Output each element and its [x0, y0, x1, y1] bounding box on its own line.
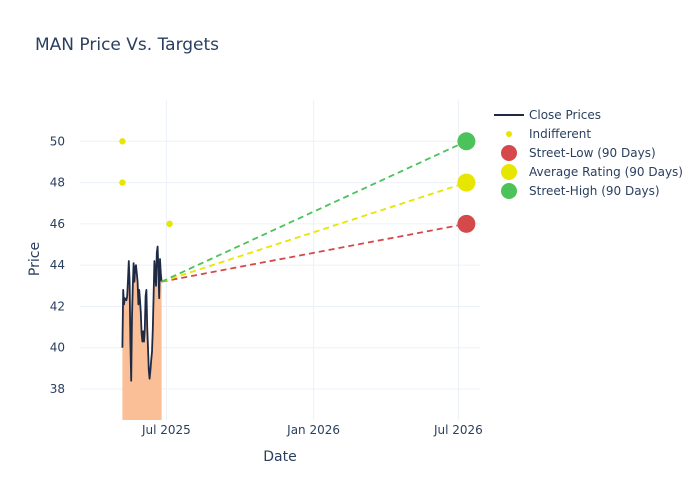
x-axis-label: Date	[263, 449, 296, 465]
legend-dot-swatch	[506, 131, 512, 137]
target-projection-line	[161, 222, 467, 283]
target-point	[457, 214, 476, 233]
legend-label: Average Rating (90 Days)	[529, 165, 683, 179]
legend-item[interactable]: Street-Low (90 Days)	[501, 145, 656, 161]
target-projection-line	[161, 140, 467, 283]
close-price-area	[122, 246, 162, 420]
x-tick-label: Jan 2026	[286, 423, 340, 437]
legend-circle-swatch	[501, 183, 517, 199]
series-markers	[119, 132, 476, 233]
legend-circle-swatch	[501, 164, 517, 180]
legend-circle-swatch	[501, 145, 517, 161]
y-axis-ticks: 38 40 42 44 46 48 50	[50, 134, 65, 396]
legend-label: Street-Low (90 Days)	[529, 146, 656, 160]
y-tick-label: 46	[50, 217, 65, 231]
y-axis-label: Price	[27, 242, 43, 276]
legend-item[interactable]: Average Rating (90 Days)	[501, 164, 683, 180]
y-tick-label: 42	[50, 299, 65, 313]
legend-label: Indifferent	[529, 127, 591, 141]
target-point	[457, 132, 476, 151]
y-tick-label: 38	[50, 382, 65, 396]
legend[interactable]: Close Prices Indifferent Street-Low (90 Da…	[494, 108, 683, 199]
legend-label: Street-High (90 Days)	[529, 184, 660, 198]
indifferent-rating-point	[119, 179, 126, 186]
legend-item[interactable]: Street-High (90 Days)	[501, 183, 660, 199]
series-lines	[121, 140, 467, 382]
target-projection-line	[161, 181, 467, 283]
y-tick-label: 48	[50, 176, 65, 190]
y-tick-label: 40	[50, 341, 65, 355]
y-tick-label: 50	[50, 134, 65, 148]
legend-item[interactable]: Close Prices	[494, 108, 601, 122]
target-point	[457, 173, 476, 192]
close-price-line	[121, 245, 163, 382]
legend-item[interactable]: Indifferent	[506, 127, 591, 141]
indifferent-rating-point	[166, 220, 173, 228]
x-axis-ticks: Jul 2025 Jan 2026 Jul 2026	[141, 423, 483, 437]
legend-label: Close Prices	[529, 108, 601, 122]
chart-title: MAN Price Vs. Targets	[35, 35, 219, 55]
close-price-fill	[122, 246, 162, 420]
x-tick-label: Jul 2026	[433, 423, 483, 437]
y-tick-label: 44	[50, 258, 65, 272]
x-tick-label: Jul 2025	[141, 423, 191, 437]
indifferent-rating-point	[119, 138, 126, 145]
